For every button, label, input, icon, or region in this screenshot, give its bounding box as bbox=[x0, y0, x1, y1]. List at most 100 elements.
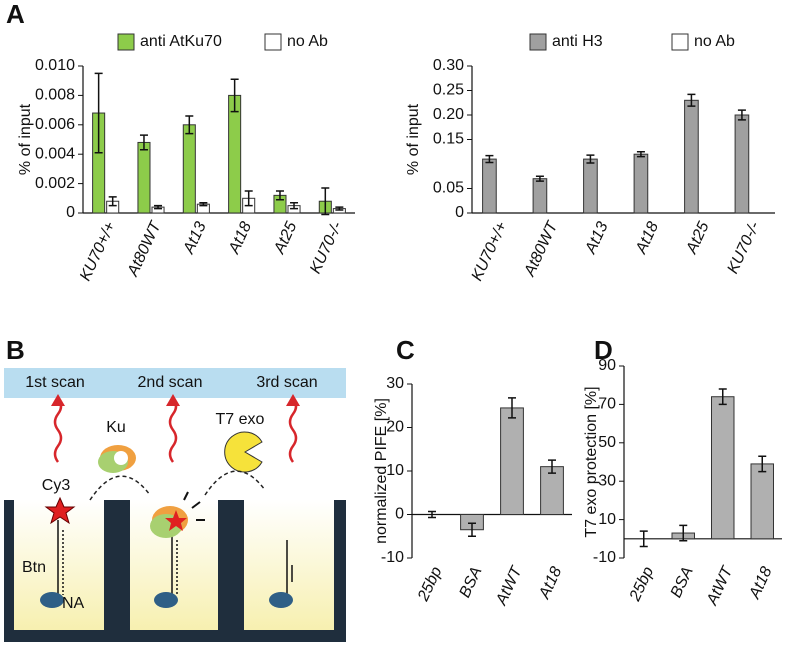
error-bar bbox=[679, 524, 688, 542]
panel-label: D bbox=[594, 335, 613, 365]
y-tick-label: 0 bbox=[395, 506, 404, 523]
y-tick-label: 0.05 bbox=[433, 180, 464, 197]
y-tick-label: 50 bbox=[598, 434, 616, 451]
error-bar bbox=[244, 190, 253, 207]
y-tick-label: 90 bbox=[598, 357, 616, 374]
error-bar bbox=[687, 93, 696, 107]
y-tick-label: 0 bbox=[455, 204, 464, 221]
legend-label: anti AtKu70 bbox=[140, 33, 222, 50]
y-tick-label: 10 bbox=[598, 511, 616, 528]
error-bar bbox=[737, 109, 746, 121]
error-bar bbox=[185, 115, 194, 135]
error-bar bbox=[335, 206, 344, 211]
x-tick-label: At80WT bbox=[124, 218, 165, 280]
error-bar bbox=[636, 151, 645, 158]
bar bbox=[532, 178, 548, 214]
bar bbox=[750, 463, 774, 540]
legend-label: no Ab bbox=[694, 33, 735, 50]
y-tick-label: 0.008 bbox=[35, 87, 75, 104]
y-tick-label: -10 bbox=[593, 549, 616, 566]
panel-label: A bbox=[6, 0, 25, 29]
bar bbox=[711, 396, 735, 540]
legend-label: anti H3 bbox=[552, 33, 603, 50]
wells bbox=[4, 500, 346, 642]
bar bbox=[583, 158, 598, 214]
y-tick-label: 20 bbox=[386, 419, 404, 436]
y-tick-label: 0.006 bbox=[35, 116, 75, 133]
legend-swatch bbox=[671, 33, 689, 51]
y-tick-label: 0.20 bbox=[433, 106, 464, 123]
x-tick-label: KU70-/- bbox=[307, 219, 346, 276]
error-bar bbox=[139, 134, 148, 151]
ku-bound bbox=[150, 491, 205, 538]
y-axis-label: % of input bbox=[17, 103, 34, 175]
error-bar bbox=[758, 455, 767, 473]
part-label: Cy3 bbox=[42, 477, 71, 494]
signal-arrows bbox=[53, 399, 298, 463]
y-tick-label: 0 bbox=[66, 204, 75, 221]
x-tick-label: KU70+/+ bbox=[469, 219, 511, 283]
x-tick-label: At18 bbox=[746, 564, 776, 602]
error-bar bbox=[428, 510, 436, 519]
y-tick-label: -10 bbox=[381, 549, 404, 566]
scan-label: 3rd scan bbox=[256, 374, 317, 391]
error-bar bbox=[468, 522, 476, 537]
panel-label: B bbox=[6, 335, 25, 365]
x-tick-label: At18 bbox=[225, 219, 255, 257]
error-bar bbox=[275, 190, 284, 201]
bar bbox=[500, 407, 524, 515]
x-tick-label: At13 bbox=[180, 219, 210, 257]
y-tick-label: 30 bbox=[598, 472, 616, 489]
part-label: NA bbox=[62, 595, 85, 612]
error-bar bbox=[154, 204, 163, 210]
error-bar bbox=[508, 397, 516, 419]
legend-label: no Ab bbox=[287, 33, 328, 50]
y-axis-label: % of input bbox=[405, 103, 422, 175]
bar bbox=[684, 99, 699, 214]
y-tick-label: 0.004 bbox=[35, 145, 75, 162]
bar bbox=[137, 141, 151, 214]
x-tick-label: At18 bbox=[632, 219, 662, 257]
error-bar bbox=[290, 201, 299, 210]
x-tick-label: At18 bbox=[536, 564, 566, 602]
diagram: 1st scan 2nd scan 3rd scan bbox=[4, 368, 346, 642]
x-tick-label: 25bp bbox=[415, 564, 446, 604]
y-tick-label: 0.002 bbox=[35, 175, 75, 192]
cy3-star bbox=[44, 496, 76, 525]
x-tick-label: At25 bbox=[271, 219, 301, 257]
bar bbox=[182, 124, 196, 214]
enzyme-label: T7 exo bbox=[216, 411, 265, 428]
y-tick-label: 10 bbox=[386, 462, 404, 479]
scan-label: 1st scan bbox=[25, 374, 85, 391]
error-bar bbox=[108, 196, 117, 207]
error-bar bbox=[535, 175, 544, 182]
enzyme-label: Ku bbox=[106, 419, 126, 436]
error-bar bbox=[230, 78, 239, 113]
error-bar bbox=[321, 187, 330, 216]
transition-arrows bbox=[89, 470, 266, 501]
ku-protein bbox=[98, 445, 136, 473]
error-bar bbox=[199, 201, 208, 207]
x-tick-label: KU70-/- bbox=[724, 219, 763, 276]
x-tick-label: BSA bbox=[668, 564, 697, 600]
x-tick-label: KU70+/+ bbox=[77, 219, 119, 283]
y-tick-label: 70 bbox=[598, 396, 616, 413]
t7-exo bbox=[224, 431, 263, 473]
x-tick-label: BSA bbox=[457, 564, 486, 600]
dna bbox=[57, 520, 293, 595]
legend-swatch bbox=[117, 33, 135, 51]
y-tick-label: 30 bbox=[386, 375, 404, 392]
y-tick-label: 0.25 bbox=[433, 82, 464, 99]
error-bar bbox=[485, 154, 494, 164]
y-tick-label: 0.010 bbox=[35, 57, 75, 74]
neutravidin bbox=[40, 592, 293, 608]
bar bbox=[228, 94, 242, 214]
error-bar bbox=[718, 388, 727, 406]
bar bbox=[482, 158, 497, 214]
error-bar bbox=[94, 72, 103, 154]
x-tick-label: AtWT bbox=[703, 563, 736, 608]
legend-swatch bbox=[529, 33, 547, 51]
legend-swatch bbox=[264, 33, 282, 51]
part-label: Btn bbox=[22, 559, 46, 576]
